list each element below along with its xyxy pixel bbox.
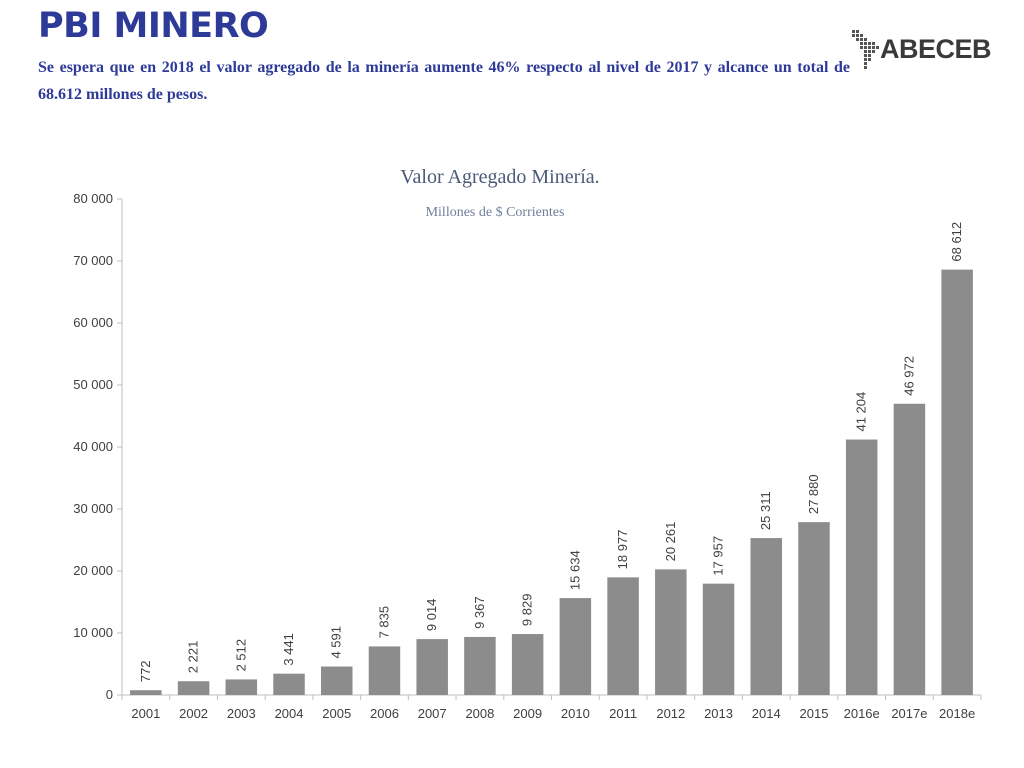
y-tick-label: 80 000 [73,191,113,206]
data-label: 17 957 [711,536,726,576]
x-tick-label: 2012 [656,706,685,721]
bar [750,538,782,695]
y-tick-label: 70 000 [73,253,113,268]
data-label: 3 441 [281,633,296,666]
page-subtitle: Se espera que en 2018 el valor agregado … [38,59,850,103]
bar [416,639,448,695]
latin-america-map-dots-icon [852,30,879,69]
bar [368,646,401,695]
x-tick-label: 2007 [418,706,447,721]
x-tick-label: 2009 [513,706,542,721]
data-label: 7 835 [376,606,391,639]
abeceb-logo: ABECEB [848,28,998,74]
bar [559,598,592,695]
y-tick-label: 50 000 [73,377,113,392]
y-tick-label: 20 000 [73,563,113,578]
x-tick-label: 2004 [275,706,304,721]
data-label: 68 612 [949,222,964,262]
bar [130,690,162,695]
logo-text: ABECEB [880,34,992,64]
y-tick-label: 0 [106,687,113,702]
chart-title: Valor Agregado Minería. [400,166,600,188]
data-label: 772 [138,661,153,683]
x-tick-label: 2013 [704,706,733,721]
bar [177,681,210,695]
data-label: 9 829 [520,594,535,627]
x-tick-label: 2014 [752,706,781,721]
bar [321,666,353,695]
data-label: 9 014 [424,599,439,632]
bar [273,673,305,695]
y-tick-label: 40 000 [73,439,113,454]
data-label: 18 977 [615,530,630,570]
bar [655,569,687,695]
x-tick-label: 2018e [939,706,975,721]
x-tick-label: 2003 [227,706,256,721]
bar [798,522,830,695]
data-label: 41 204 [854,392,869,432]
x-tick-label: 2008 [465,706,494,721]
data-label: 46 972 [901,356,916,396]
data-label: 15 634 [567,550,582,590]
x-tick-label: 2002 [179,706,208,721]
data-label: 2 221 [186,641,201,674]
x-tick-label: 2006 [370,706,399,721]
data-label: 20 261 [663,522,678,562]
bar [845,439,878,695]
bar [464,636,496,695]
y-tick-label: 10 000 [73,625,113,640]
x-tick-label: 2001 [131,706,160,721]
data-label: 9 367 [472,596,487,629]
bar [225,679,258,695]
data-label: 2 512 [233,639,248,672]
chart-subtitle: Millones de $ Corrientes [425,205,565,220]
x-tick-label: 2016e [844,706,880,721]
bar [893,403,926,695]
data-label: 27 880 [806,474,821,514]
y-tick-label: 60 000 [73,315,113,330]
x-tick-label: 2015 [800,706,829,721]
x-tick-label: 2005 [322,706,351,721]
x-tick-label: 2010 [561,706,590,721]
bar [511,634,544,695]
x-tick-label: 2011 [609,706,637,721]
data-label: 25 311 [758,491,773,530]
bar [941,269,973,695]
x-tick-label: 2017e [891,706,927,721]
y-tick-label: 30 000 [73,501,113,516]
page-title: PBI MINERO [38,6,269,46]
bar [702,583,735,695]
data-label: 4 591 [329,626,344,659]
bar [607,577,639,695]
